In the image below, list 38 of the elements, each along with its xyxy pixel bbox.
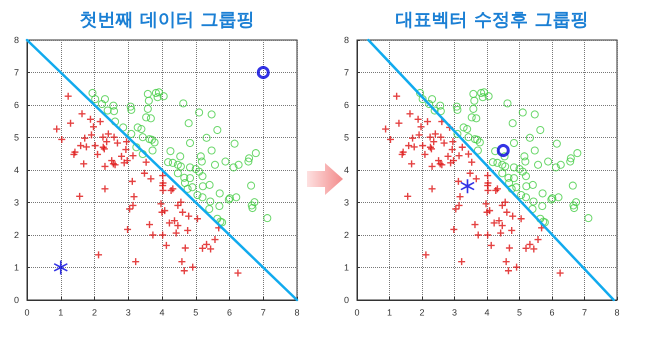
y-tick-label: 1 [344, 262, 349, 272]
x-tick-label: 5 [516, 308, 522, 318]
x-tick-label: 8 [614, 308, 620, 318]
x-tick-label: 3 [126, 308, 131, 318]
y-tick-label: 6 [344, 100, 349, 110]
y-tick-label: 8 [14, 35, 19, 45]
x-tick-label: 7 [260, 308, 266, 318]
x-tick-label: 2 [92, 308, 98, 318]
y-tick-label: 1 [14, 262, 19, 272]
chart-title: 첫번째 데이터 그룹핑 [80, 10, 254, 30]
y-tick-label: 7 [14, 68, 19, 78]
x-tick-label: 6 [226, 308, 232, 318]
x-tick-label: 1 [58, 308, 64, 318]
y-tick-label: 2 [344, 230, 349, 240]
x-tick-label: 7 [582, 308, 588, 318]
x-tick-label: 6 [549, 308, 555, 318]
x-tick-label: 4 [159, 308, 165, 318]
y-tick-label: 2 [14, 230, 19, 240]
x-tick-label: 5 [193, 308, 198, 318]
y-tick-label: 6 [14, 100, 19, 110]
y-tick-label: 3 [344, 198, 349, 208]
y-tick-label: 0 [344, 295, 349, 305]
x-tick-label: 2 [419, 308, 425, 318]
y-tick-label: 8 [344, 35, 349, 45]
y-tick-label: 4 [344, 165, 349, 175]
x-tick-label: 1 [386, 308, 392, 318]
x-tick-label: 0 [354, 308, 360, 318]
x-tick-label: 8 [294, 308, 300, 318]
y-tick-label: 4 [14, 165, 19, 175]
y-tick-label: 5 [344, 132, 349, 142]
chart-title: 대표벡터 수정후 그룹핑 [396, 10, 588, 30]
y-tick-label: 7 [344, 68, 349, 78]
x-tick-label: 3 [452, 308, 458, 318]
y-tick-label: 0 [14, 295, 19, 305]
y-tick-label: 5 [14, 132, 19, 142]
x-tick-label: 4 [484, 308, 490, 318]
x-tick-label: 0 [24, 308, 30, 318]
y-tick-label: 3 [14, 198, 19, 208]
